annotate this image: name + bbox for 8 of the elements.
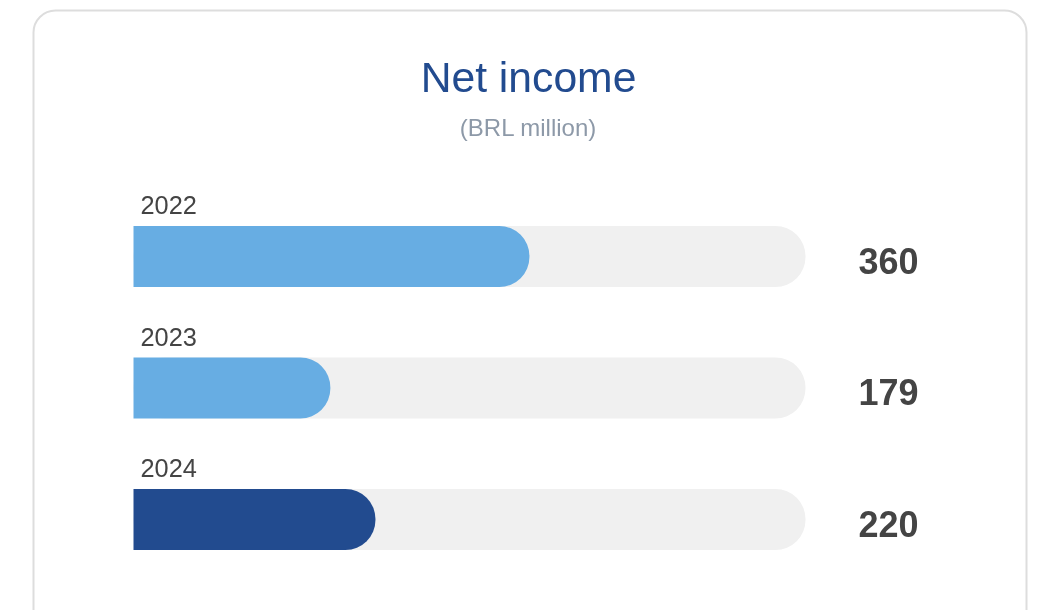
data-label: 360 xyxy=(858,240,919,282)
y-tick-label: 2024 xyxy=(140,454,197,482)
y-tick-label: 2023 xyxy=(140,322,197,351)
chart-subtitle: (BRL million) xyxy=(459,114,597,141)
y-tick-label: 2022 xyxy=(140,191,197,219)
data-label: 179 xyxy=(858,372,919,413)
data-label: 220 xyxy=(858,503,919,545)
chart-title: Net income xyxy=(420,52,637,101)
